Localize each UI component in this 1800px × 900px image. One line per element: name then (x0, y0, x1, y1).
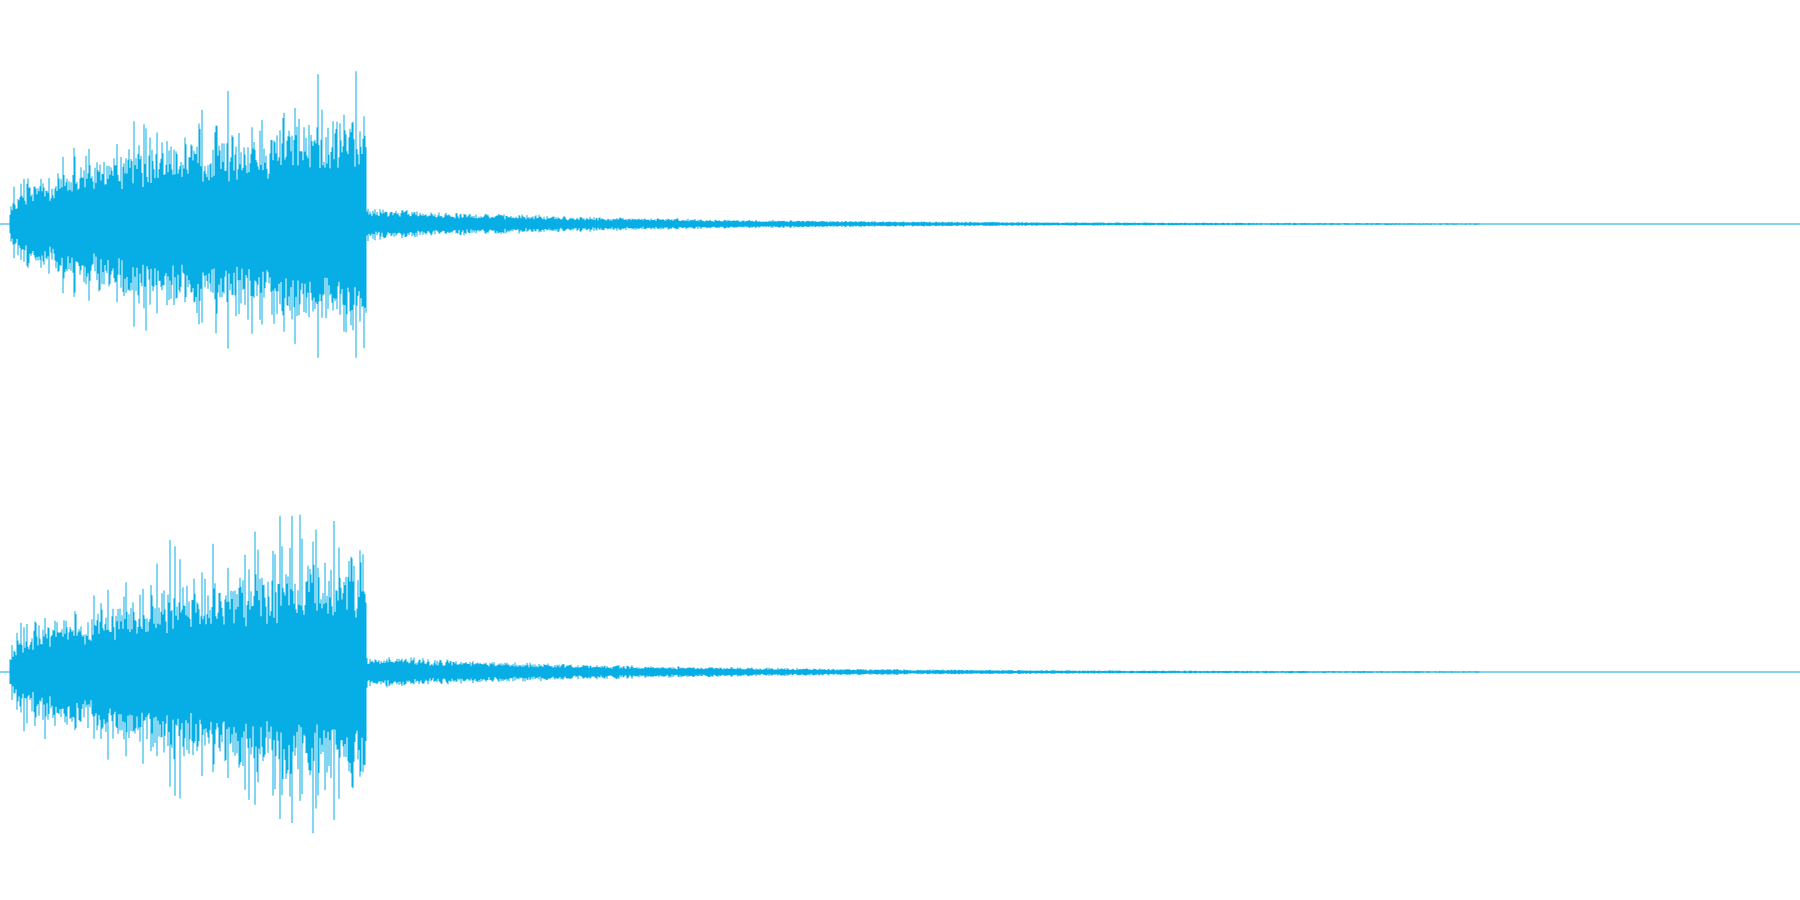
channel-left[interactable] (0, 71, 1800, 358)
channel-left-waveform (9, 71, 1480, 358)
channel-right[interactable] (0, 514, 1800, 834)
channel-right-waveform (9, 514, 1480, 834)
